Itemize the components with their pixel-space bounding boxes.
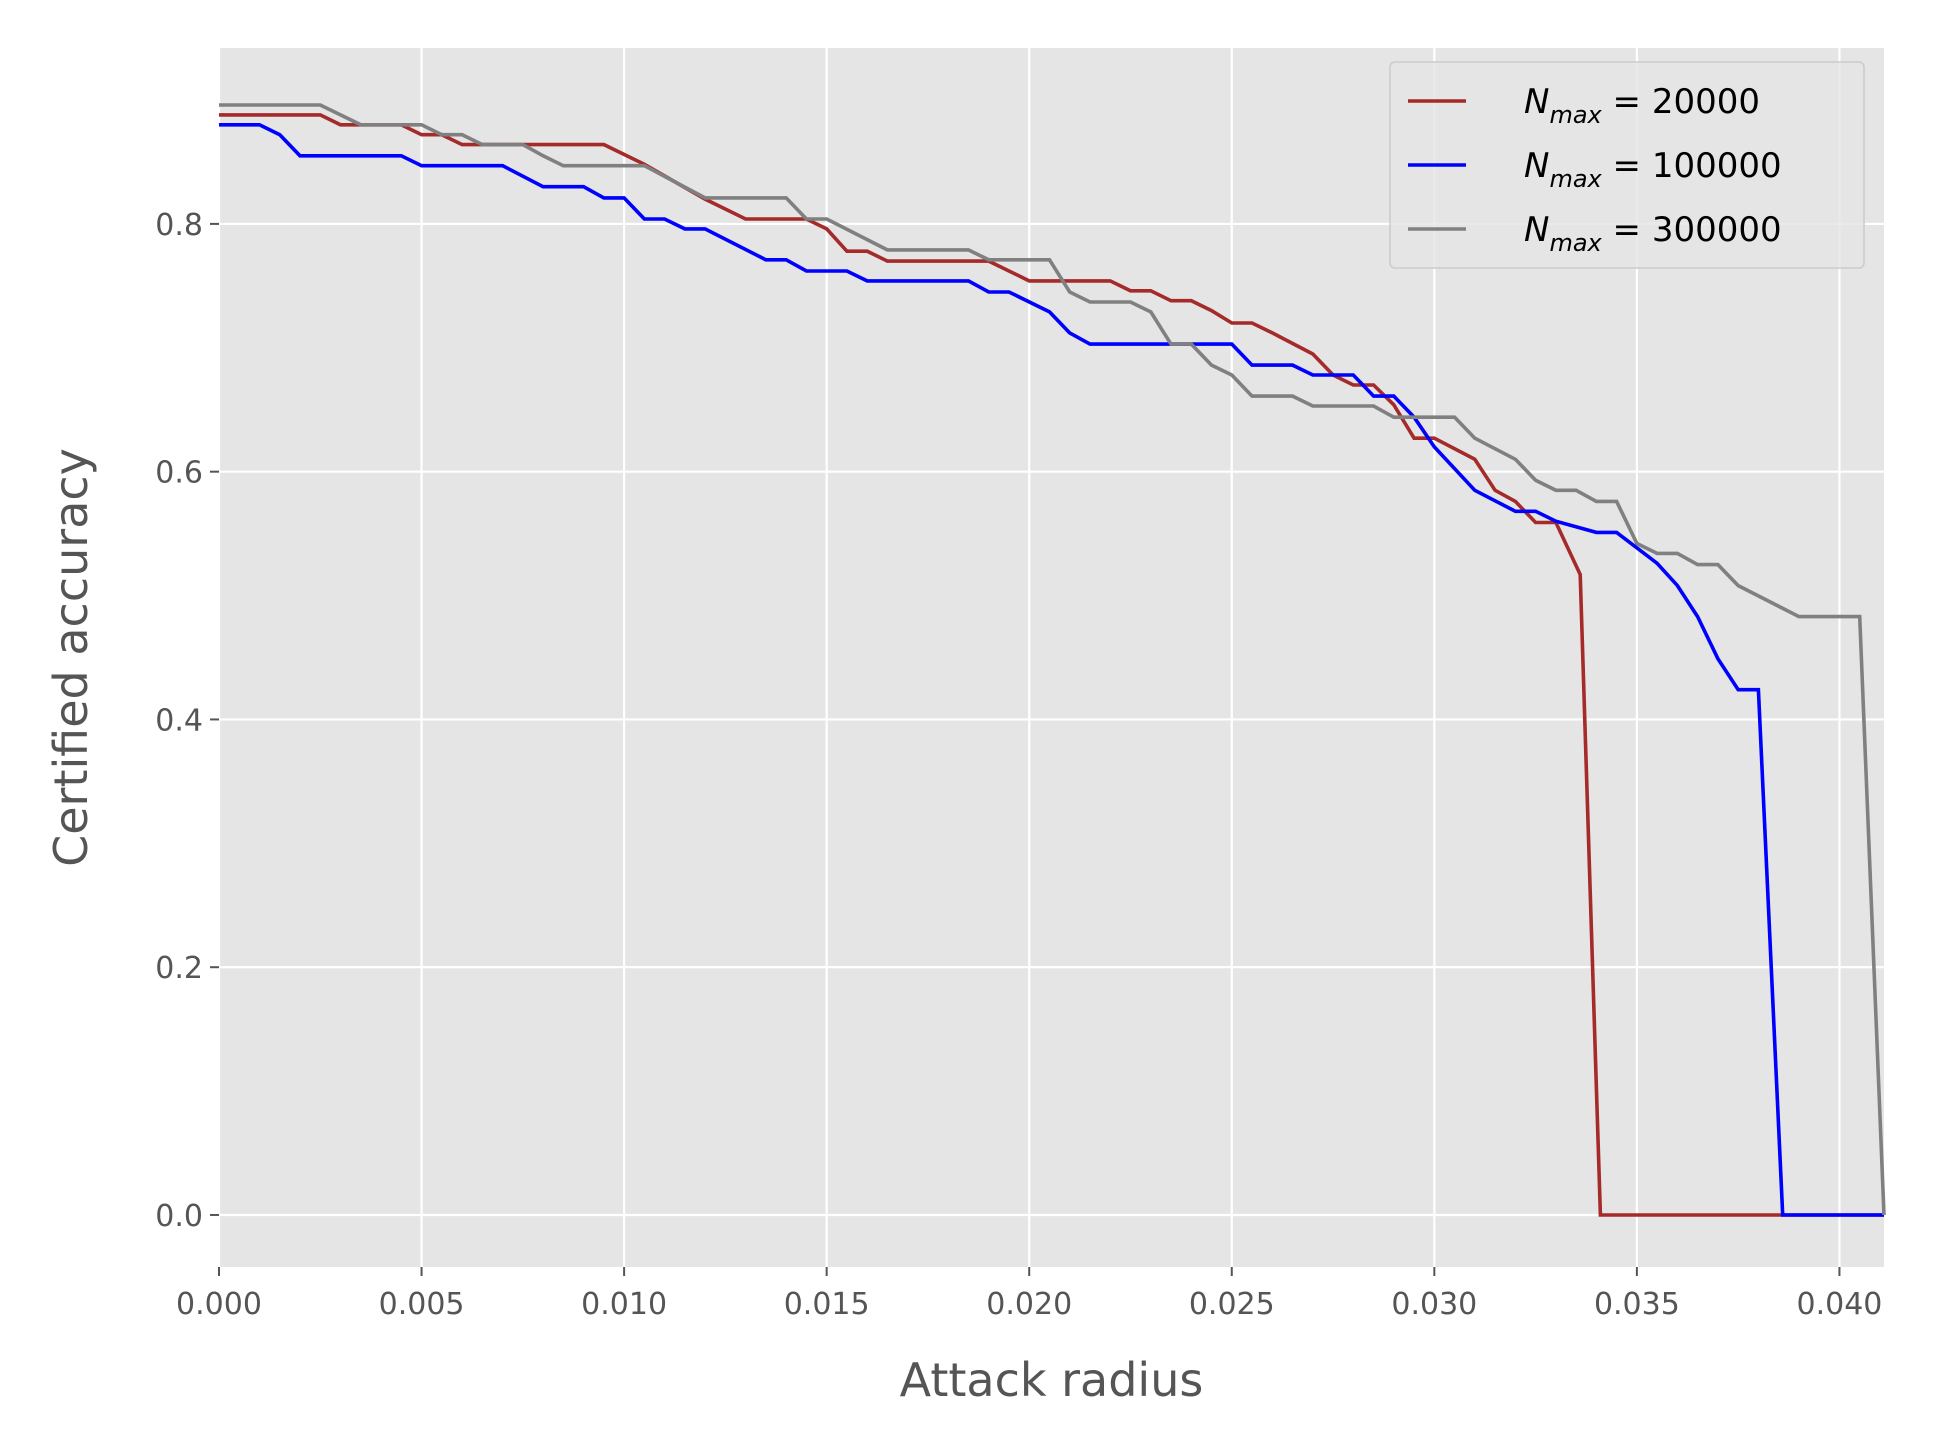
legend-label-subscript: max — [1549, 165, 1602, 193]
x-tick-label: 0.030 — [1391, 1287, 1477, 1322]
x-tick-label: 0.000 — [176, 1287, 262, 1322]
legend-label-value: = 100000 — [1602, 146, 1782, 186]
series-line-3 — [219, 103, 1886, 1216]
y-tick-label: 0.4 — [155, 703, 203, 738]
y-axis-label: Certified accuracy — [44, 448, 98, 867]
legend-label-1: Nmax = 20000 — [1524, 82, 1760, 129]
x-tick-label: 0.015 — [784, 1287, 870, 1322]
legend-label-subscript: max — [1549, 229, 1602, 257]
legend-label-main: N — [1524, 146, 1549, 186]
legend-label-value: = 300000 — [1602, 210, 1782, 250]
legend-label-2: Nmax = 100000 — [1524, 146, 1782, 193]
y-tick-label: 0.8 — [155, 208, 203, 243]
x-tick-label: 0.035 — [1594, 1287, 1680, 1322]
legend-label-main: N — [1524, 210, 1549, 250]
y-axis-ticks: 0.0 0.2 0.4 0.6 0.8 — [155, 208, 219, 1234]
y-tick-label: 0.2 — [155, 951, 203, 986]
series-line-1 — [219, 113, 1884, 1217]
x-tick-label: 0.040 — [1796, 1287, 1882, 1322]
x-axis-label: Attack radius — [900, 1353, 1204, 1407]
series-layer — [219, 103, 1886, 1217]
series-line-2 — [219, 123, 1884, 1217]
x-tick-label: 0.020 — [986, 1287, 1072, 1322]
x-tick-label: 0.025 — [1189, 1287, 1275, 1322]
y-tick-label: 0.6 — [155, 456, 203, 491]
grid-lines — [217, 48, 1884, 1267]
x-tick-label: 0.010 — [581, 1287, 667, 1322]
legend-box — [1389, 61, 1865, 269]
x-axis-ticks: 0.000 0.005 0.010 0.015 0.020 0.025 0.030 0.035… — [176, 1267, 1882, 1322]
legend-label-subscript: max — [1549, 101, 1602, 129]
x-tick-label: 0.005 — [379, 1287, 465, 1322]
legend-label-3: Nmax = 300000 — [1524, 210, 1782, 257]
legend-label-value: = 20000 — [1602, 82, 1760, 122]
y-tick-label: 0.0 — [155, 1199, 203, 1234]
legend-label-main: N — [1524, 82, 1549, 122]
